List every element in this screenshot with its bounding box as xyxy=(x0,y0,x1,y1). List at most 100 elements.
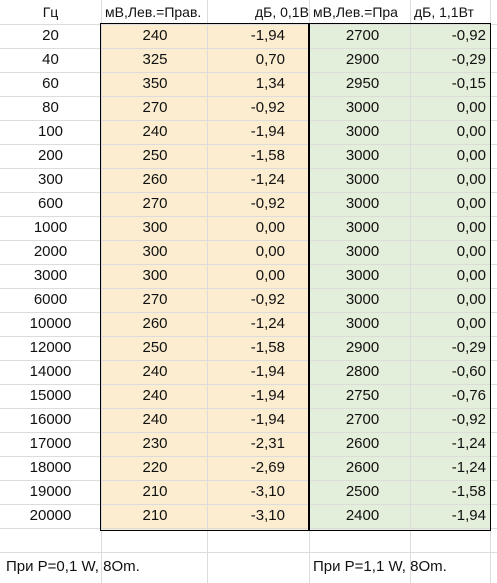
cell-mv-high[interactable]: 2600 xyxy=(345,459,380,476)
cell-db-low[interactable]: -3,10 xyxy=(250,507,285,524)
cell-mv-high[interactable]: 3000 xyxy=(345,315,380,332)
cell-mv-low[interactable]: 350 xyxy=(142,75,168,92)
cell-db-high[interactable]: -1,58 xyxy=(451,483,486,500)
cell-mv-low[interactable]: 240 xyxy=(142,363,168,380)
cell-mv-high[interactable]: 3000 xyxy=(345,123,380,140)
cell-mv-high[interactable]: 2750 xyxy=(345,387,380,404)
cell-db-high[interactable]: -0,60 xyxy=(451,363,486,380)
cell-mv-high[interactable]: 3000 xyxy=(345,99,380,116)
cell-mv-low[interactable]: 300 xyxy=(142,267,168,284)
cell-mv-low[interactable]: 210 xyxy=(142,483,168,500)
cell-frequency[interactable]: 300 xyxy=(37,171,64,188)
cell-mv-low[interactable]: 240 xyxy=(142,123,168,140)
cell-db-high[interactable]: -0,15 xyxy=(451,75,486,92)
cell-mv-low[interactable]: 220 xyxy=(142,459,168,476)
cell-db-low[interactable]: -1,94 xyxy=(250,123,285,140)
cell-db-low[interactable]: -2,31 xyxy=(250,435,285,452)
cell-mv-high[interactable]: 2700 xyxy=(345,411,380,428)
cell-frequency[interactable]: 10000 xyxy=(29,315,72,332)
cell-frequency[interactable]: 40 xyxy=(42,51,59,68)
cell-frequency[interactable]: 200 xyxy=(37,147,64,164)
cell-frequency[interactable]: 2000 xyxy=(33,243,68,260)
cell-frequency[interactable]: 15000 xyxy=(29,387,72,404)
cell-db-high[interactable]: -0,29 xyxy=(451,339,486,356)
cell-mv-high[interactable]: 2900 xyxy=(345,51,380,68)
cell-frequency[interactable]: 600 xyxy=(37,195,64,212)
cell-frequency[interactable]: 100 xyxy=(37,123,64,140)
cell-mv-low[interactable]: 260 xyxy=(142,171,168,188)
cell-db-high[interactable]: 0,00 xyxy=(456,123,486,140)
cell-frequency[interactable]: 16000 xyxy=(29,411,72,428)
cell-mv-low[interactable]: 210 xyxy=(142,507,168,524)
header-cell-mv-low[interactable]: мВ,Лев.=Прав. xyxy=(105,4,202,20)
cell-mv-high[interactable]: 3000 xyxy=(345,267,380,284)
header-cell-db-high[interactable]: дБ, 1,1Вт xyxy=(414,4,474,20)
cell-mv-low[interactable]: 260 xyxy=(142,315,168,332)
cell-db-low[interactable]: 0,70 xyxy=(255,51,285,68)
cell-mv-high[interactable]: 3000 xyxy=(345,171,380,188)
note-high-power[interactable]: При Р=1,1 W, 8Om. xyxy=(313,558,447,575)
cell-db-high[interactable]: 0,00 xyxy=(456,99,486,116)
cell-mv-high[interactable]: 3000 xyxy=(345,147,380,164)
header-cell-frequency[interactable]: Гц xyxy=(42,4,59,20)
cell-db-high[interactable]: 0,00 xyxy=(456,291,486,308)
cell-db-high[interactable]: -1,94 xyxy=(451,507,486,524)
cell-mv-high[interactable]: 3000 xyxy=(345,219,380,236)
cell-frequency[interactable]: 1000 xyxy=(33,219,68,236)
cell-db-low[interactable]: -1,94 xyxy=(250,387,285,404)
cell-mv-low[interactable]: 270 xyxy=(142,99,168,116)
cell-db-high[interactable]: 0,00 xyxy=(456,315,486,332)
cell-db-high[interactable]: -0,29 xyxy=(451,51,486,68)
cell-mv-low[interactable]: 300 xyxy=(142,219,168,236)
cell-frequency[interactable]: 3000 xyxy=(33,267,68,284)
cell-db-low[interactable]: -1,94 xyxy=(250,27,285,44)
cell-db-low[interactable]: -1,24 xyxy=(250,315,285,332)
cell-frequency[interactable]: 80 xyxy=(42,99,59,116)
cell-mv-high[interactable]: 3000 xyxy=(345,195,380,212)
cell-frequency[interactable]: 20000 xyxy=(29,507,72,524)
header-cell-mv-high[interactable]: мВ,Лев.=Пра xyxy=(313,4,398,20)
cell-db-low[interactable]: 0,00 xyxy=(255,243,285,260)
cell-mv-low[interactable]: 240 xyxy=(142,27,168,44)
cell-frequency[interactable]: 60 xyxy=(42,75,59,92)
cell-db-low[interactable]: -1,24 xyxy=(250,171,285,188)
note-low-power[interactable]: При Р=0,1 W, 8Om. xyxy=(6,558,140,575)
cell-db-low[interactable]: -3,10 xyxy=(250,483,285,500)
cell-db-low[interactable]: -1,58 xyxy=(250,147,285,164)
cell-db-high[interactable]: 0,00 xyxy=(456,267,486,284)
cell-db-high[interactable]: -1,24 xyxy=(451,459,486,476)
cell-mv-low[interactable]: 240 xyxy=(142,387,168,404)
cell-db-high[interactable]: 0,00 xyxy=(456,171,486,188)
cell-mv-low[interactable]: 270 xyxy=(142,291,168,308)
cell-mv-low[interactable]: 250 xyxy=(142,339,168,356)
cell-db-low[interactable]: -1,94 xyxy=(250,411,285,428)
cell-mv-high[interactable]: 2950 xyxy=(345,75,380,92)
cell-db-high[interactable]: -0,76 xyxy=(451,387,486,404)
cell-frequency[interactable]: 6000 xyxy=(33,291,68,308)
cell-mv-low[interactable]: 270 xyxy=(142,195,168,212)
cell-frequency[interactable]: 20 xyxy=(42,27,59,44)
cell-mv-low[interactable]: 240 xyxy=(142,411,168,428)
cell-mv-high[interactable]: 2800 xyxy=(345,363,380,380)
cell-mv-low[interactable]: 230 xyxy=(142,435,168,452)
cell-db-low[interactable]: -0,92 xyxy=(250,99,285,116)
cell-db-high[interactable]: 0,00 xyxy=(456,219,486,236)
header-cell-db-low[interactable]: дБ, 0,1Вт xyxy=(255,4,309,20)
cell-db-high[interactable]: -0,92 xyxy=(451,27,486,44)
cell-frequency[interactable]: 14000 xyxy=(29,363,72,380)
cell-db-high[interactable]: 0,00 xyxy=(456,195,486,212)
cell-db-low[interactable]: -2,69 xyxy=(250,459,285,476)
cell-db-low[interactable]: -0,92 xyxy=(250,195,285,212)
cell-db-low[interactable]: 0,00 xyxy=(255,267,285,284)
cell-db-high[interactable]: 0,00 xyxy=(456,147,486,164)
cell-mv-low[interactable]: 250 xyxy=(142,147,168,164)
cell-frequency[interactable]: 19000 xyxy=(29,483,72,500)
cell-db-low[interactable]: 1,34 xyxy=(255,75,285,92)
cell-mv-high[interactable]: 3000 xyxy=(345,291,380,308)
cell-frequency[interactable]: 12000 xyxy=(29,339,72,356)
cell-mv-high[interactable]: 2600 xyxy=(345,435,380,452)
cell-db-low[interactable]: -1,94 xyxy=(250,363,285,380)
cell-db-high[interactable]: -1,24 xyxy=(451,435,486,452)
cell-mv-high[interactable]: 2400 xyxy=(345,507,380,524)
cell-db-high[interactable]: -0,92 xyxy=(451,411,486,428)
